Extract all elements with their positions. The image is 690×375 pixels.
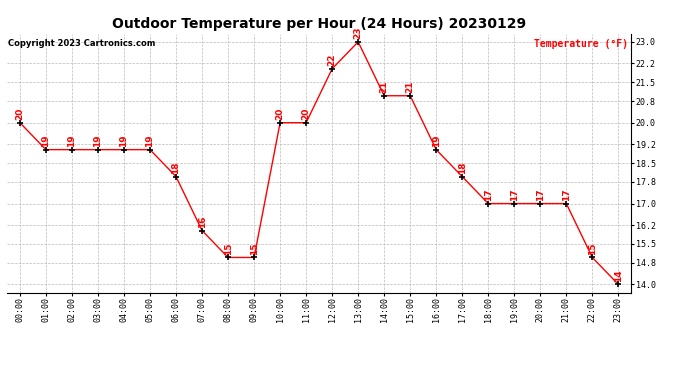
- Text: 23: 23: [354, 27, 363, 39]
- Text: 18: 18: [457, 161, 466, 174]
- Text: 14: 14: [614, 269, 623, 282]
- Text: 16: 16: [197, 215, 206, 228]
- Text: Copyright 2023 Cartronics.com: Copyright 2023 Cartronics.com: [8, 39, 155, 48]
- Text: Temperature (°F): Temperature (°F): [534, 39, 628, 49]
- Text: 15: 15: [588, 242, 597, 255]
- Text: 19: 19: [146, 134, 155, 147]
- Text: 17: 17: [484, 188, 493, 201]
- Text: 17: 17: [510, 188, 519, 201]
- Text: 18: 18: [172, 161, 181, 174]
- Text: 20: 20: [15, 108, 24, 120]
- Text: 19: 19: [68, 134, 77, 147]
- Text: 17: 17: [562, 188, 571, 201]
- Text: 22: 22: [328, 54, 337, 66]
- Text: 20: 20: [302, 108, 310, 120]
- Text: 20: 20: [275, 108, 284, 120]
- Text: 19: 19: [93, 134, 103, 147]
- Text: 19: 19: [432, 134, 441, 147]
- Text: 15: 15: [224, 242, 233, 255]
- Text: 19: 19: [119, 134, 128, 147]
- Text: 21: 21: [380, 81, 388, 93]
- Text: 21: 21: [406, 81, 415, 93]
- Title: Outdoor Temperature per Hour (24 Hours) 20230129: Outdoor Temperature per Hour (24 Hours) …: [112, 17, 526, 31]
- Text: 19: 19: [41, 134, 50, 147]
- Text: 17: 17: [535, 188, 545, 201]
- Text: 15: 15: [250, 242, 259, 255]
